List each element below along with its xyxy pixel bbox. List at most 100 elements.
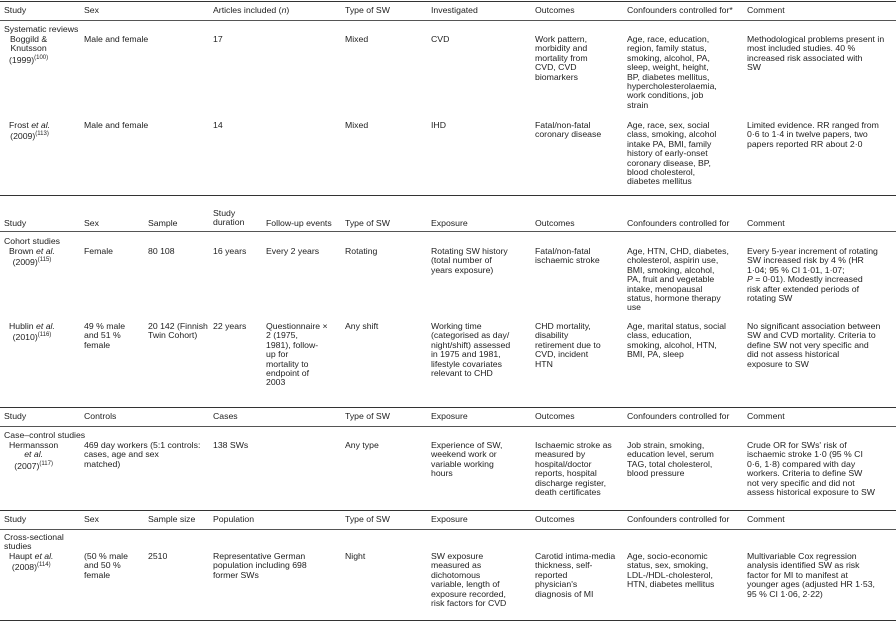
comment-cell: Every 5-year increment of rotating SW inc… (747, 246, 878, 304)
column-header: Confounders controlled for (627, 218, 730, 228)
column-header: Comment (747, 411, 785, 421)
sex-cell: 49 % male and 51 % female (84, 321, 126, 350)
column-header: Outcomes (535, 514, 575, 524)
n-cell: 14 (213, 120, 223, 130)
sw-cell: Any shift (345, 321, 379, 331)
followup-cell: Questionnaire × 2 (1975, 1981), follow- … (266, 321, 328, 388)
column-header: Exposure (431, 411, 468, 421)
study-cell: Brown et al. (2009)(115) (9, 246, 55, 268)
study-cell: Hublin et al. (2010)(116) (9, 321, 55, 343)
study-cell: Hermansson et al. (2007)(117) (9, 440, 59, 471)
section-label: Systematic reviews (4, 24, 79, 34)
column-header: Sex (84, 514, 99, 524)
header-rule (0, 529, 896, 530)
sw-cell: Any type (345, 440, 379, 450)
confounders-cell: Job strain, smoking, education level, se… (627, 440, 714, 479)
column-header: Population (213, 514, 255, 524)
column-header: Confounders controlled for* (627, 5, 733, 15)
column-header: Investigated (431, 5, 478, 15)
outcomes-cell: Fatal/non-fatal ischaemic stroke (535, 246, 600, 266)
section-rule (0, 407, 896, 408)
investigated-cell: CVD (431, 34, 450, 44)
column-header: Exposure (431, 218, 468, 228)
exposure-cell: Experience of SW, weekend work or variab… (431, 440, 503, 479)
column-header: Type of SW (345, 411, 390, 421)
column-header: Cases (213, 411, 238, 421)
duration-cell: 22 years (213, 321, 247, 331)
sw-cell: Night (345, 551, 366, 561)
section-label: Case–control studies (4, 430, 86, 440)
column-header: Type of SW (345, 514, 390, 524)
sex-cell: (50 % male and 50 % female (84, 551, 128, 580)
outcomes-cell: CHD mortality, disability retirement due… (535, 321, 601, 369)
exposure-cell: Working time (categorised as day/ night/… (431, 321, 511, 379)
column-header: Outcomes (535, 218, 575, 228)
column-header: Study (4, 514, 27, 524)
sex-cell: Male and female (84, 34, 149, 44)
section-label: Cross-sectional studies (4, 532, 64, 552)
n-cell: 17 (213, 34, 223, 44)
sample-cell: 20 142 (Finnish Twin Cohort) (148, 321, 208, 341)
exposure-cell: SW exposure measured as dichotomous vari… (431, 551, 507, 609)
column-header: Type of SW (345, 5, 390, 15)
confounders-cell: Age, socio-economic status, sex, smoking… (627, 551, 715, 590)
column-header: Study (4, 5, 27, 15)
column-header: Follow-up events (266, 218, 332, 228)
sw-cell: Mixed (345, 120, 369, 130)
sw-cell: Mixed (345, 34, 369, 44)
column-header: Sample size (148, 514, 196, 524)
outcomes-cell: Ischaemic stroke as measured by hospital… (535, 440, 612, 498)
column-header: Confounders controlled for (627, 411, 730, 421)
column-header: Outcomes (535, 411, 575, 421)
column-header: Type of SW (345, 218, 390, 228)
study-cell: Haupt et al. (2008)(114) (9, 551, 54, 573)
column-header: Comment (747, 5, 785, 15)
header-rule (0, 231, 896, 232)
confounders-cell: Age, HTN, CHD, diabetes, cholesterol, as… (627, 246, 729, 313)
column-header: Comment (747, 514, 785, 524)
column-header: Study (4, 218, 27, 228)
section-rule (0, 510, 896, 511)
exposure-cell: Rotating SW history (total number of yea… (431, 246, 508, 275)
section-label: Cohort studies (4, 236, 61, 246)
header-rule (0, 426, 896, 427)
confounders-cell: Age, marital status, social class, educa… (627, 321, 726, 360)
sex-cell: Male and female (84, 120, 149, 130)
comment-cell: Multivariable Cox regression analysis id… (747, 551, 875, 599)
outcomes-cell: Work pattern, morbidity and mortality fr… (535, 34, 588, 82)
followup-cell: Every 2 years (266, 246, 320, 256)
investigated-cell: IHD (431, 120, 446, 130)
column-header: Exposure (431, 514, 468, 524)
column-header: Confounders controlled for (627, 514, 730, 524)
column-header: Study duration (213, 208, 245, 228)
study-cell: Boggild & Knutsson (1999)(100) (9, 34, 49, 65)
column-header: Sex (84, 218, 99, 228)
population-cell: Representative German population includi… (213, 551, 307, 580)
comment-cell: No significant association between SW an… (747, 321, 881, 369)
sw-cell: Rotating (345, 246, 378, 256)
sample-cell: 80 108 (148, 246, 175, 256)
section-rule (0, 195, 896, 196)
column-header: Comment (747, 218, 785, 228)
column-header: Controls (84, 411, 117, 421)
confounders-cell: Age, race, sex, social class, smoking, a… (627, 120, 717, 187)
bottom-rule (0, 620, 896, 621)
cases-cell: 138 SWs (213, 440, 249, 450)
study-cell: Frost et al. (2009)(113) (9, 120, 51, 142)
column-header: Sex (84, 5, 99, 15)
comment-cell: Methodological problems present in most … (747, 34, 885, 73)
column-header: Sample (148, 218, 178, 228)
sex-cell: Female (84, 246, 113, 256)
comment-cell: Crude OR for SWs' risk of ischaemic stro… (747, 440, 875, 498)
controls-cell: 469 day workers (5:1 controls: cases, ag… (84, 440, 201, 469)
duration-cell: 16 years (213, 246, 247, 256)
outcomes-cell: Carotid intima-media thickness, self- re… (535, 551, 616, 599)
outcomes-cell: Fatal/non-fatal coronary disease (535, 120, 602, 140)
sample-size-cell: 2510 (148, 551, 168, 561)
comment-cell: Limited evidence. RR ranged from 0·6 to … (747, 120, 879, 149)
column-header: Study (4, 411, 27, 421)
header-rule (0, 20, 896, 21)
column-header: Outcomes (535, 5, 575, 15)
confounders-cell: Age, race, education, region, family sta… (627, 34, 717, 110)
top-rule (0, 1, 896, 2)
